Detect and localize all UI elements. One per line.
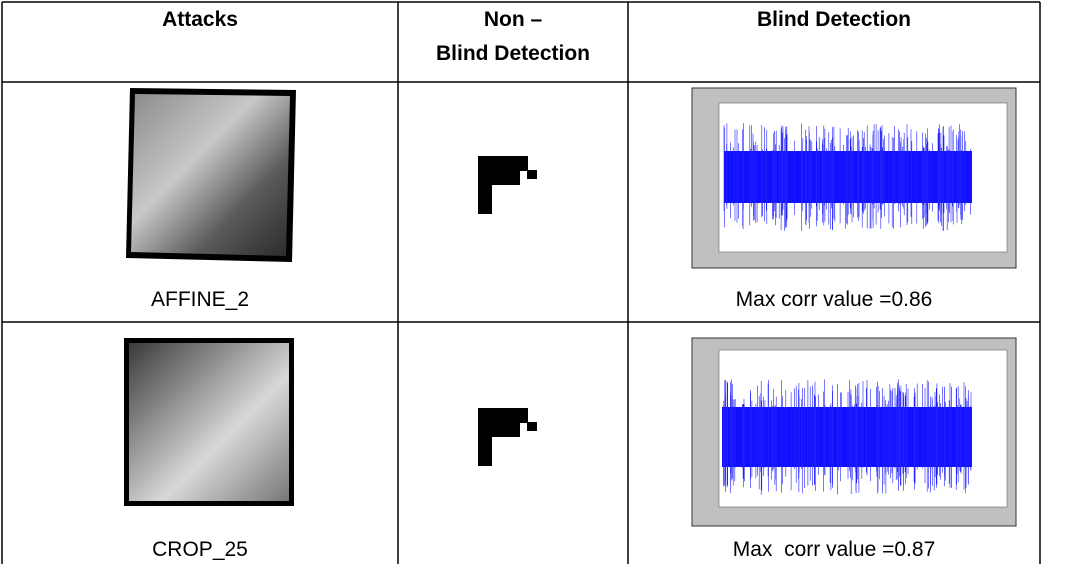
attacked-image [126,88,296,262]
header-cell: Blind Detection [757,8,911,31]
attack-name: AFFINE_2 [151,288,249,311]
extracted-watermark [478,156,537,214]
header-cell: Blind Detection [436,42,590,65]
max-corr-value: Max corr value =0.86 [736,288,933,311]
header-cell: Non – [484,8,543,31]
attack-name: CROP_25 [152,538,248,561]
header-cell: Attacks [162,8,238,31]
extracted-watermark [478,408,537,466]
attacked-image [124,338,294,506]
page: Attacks Non – Blind Detection Blind Dete… [0,0,1065,564]
max-corr-value: Max corr value =0.87 [733,538,936,561]
correlation-plot [692,88,1016,268]
correlation-plot [692,338,1016,526]
